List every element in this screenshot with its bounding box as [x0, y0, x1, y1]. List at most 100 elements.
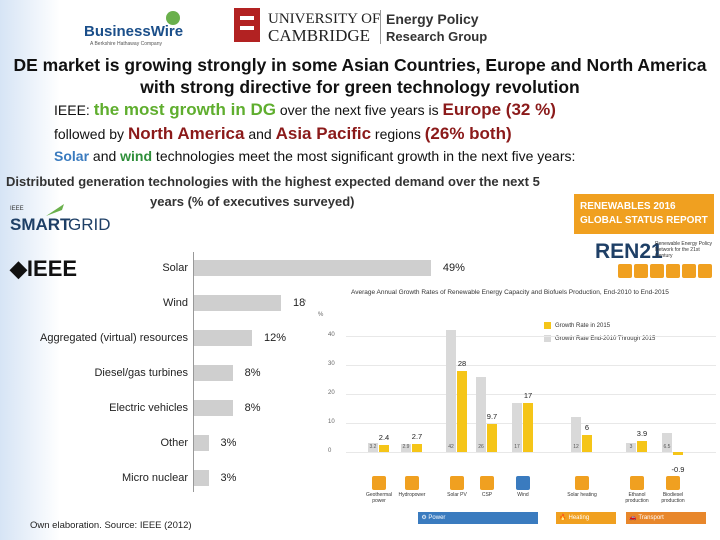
bar-gray: [368, 442, 378, 452]
bar-gray: [512, 402, 522, 452]
bar-value-label: 28: [457, 358, 467, 368]
line1-p1: IEEE:: [54, 102, 94, 118]
group-power: ⚙ Power: [418, 512, 538, 524]
category-label: Solar PV: [447, 492, 467, 498]
bar-label: Solar: [162, 262, 188, 274]
dg-chart-source: Own elaboration. Source: IEEE (2012): [30, 520, 192, 531]
bar-base-label: 3: [629, 444, 633, 450]
y-tick-label: 10: [328, 419, 335, 425]
bar-yellow: [457, 370, 467, 452]
business-wire-logo: BusinessWire A Berkshire Hathaway Compan…: [78, 8, 198, 48]
bar-base-label: 17: [514, 444, 520, 450]
category-label: Ethanol production: [625, 492, 649, 504]
leaf-icon: [666, 264, 680, 278]
sun-icon: [618, 264, 632, 278]
bar: [194, 435, 209, 451]
category-icon: [575, 476, 589, 490]
bar-yellow: [379, 445, 389, 452]
line2-p1: followed by: [54, 126, 128, 142]
bar-base-label: 42: [448, 444, 454, 450]
bar: [194, 260, 431, 276]
line2-highlight-both: (26% both): [424, 124, 512, 143]
group-transport: 🚗 Transport: [626, 512, 706, 524]
ieee-logo: ◆IEEE: [10, 256, 78, 281]
bar-base-label: 2.9: [402, 444, 410, 450]
bar-gray: [571, 417, 581, 452]
bar-value-label: 17: [523, 390, 533, 400]
category-icon: [516, 476, 530, 490]
bar-value-label: 8%: [244, 402, 261, 414]
grid-line: [346, 336, 716, 337]
ieee-smartgrid-logo: IEEE SMART GRID: [6, 200, 136, 236]
left-gradient-band: [0, 0, 60, 540]
line1-p2: over the next five years is: [275, 102, 443, 118]
dg-chart-heading-line1: Distributed generation technologies with…: [6, 174, 540, 189]
bar-yellow: [637, 440, 647, 452]
svg-text:IEEE: IEEE: [10, 206, 24, 212]
category-label: Wind: [517, 492, 529, 498]
bullet-line-3: Solar and wind technologies meet the mos…: [54, 148, 575, 164]
bar-yellow: [412, 444, 422, 452]
y-tick-label: 40: [328, 332, 335, 338]
bar-value-label: 3%: [220, 472, 237, 484]
cambridge-line2: CAMBRIDGE: [268, 26, 370, 45]
bar-value-label: 9.7: [486, 411, 498, 421]
bar-label: Micro nuclear: [121, 472, 188, 484]
fire-icon: [682, 264, 696, 278]
dg-bar-chart: Solar 49% Wind 18% Aggregated (virtual) reso…: [0, 250, 500, 495]
gsr-line2: GLOBAL STATUS REPORT: [580, 215, 708, 226]
category-label: Solar heating: [567, 492, 597, 498]
business-wire-tag: A Berkshire Hathaway Company: [90, 41, 162, 47]
line1-highlight-europe: Europe (32 %): [442, 100, 556, 119]
bar: [194, 295, 281, 311]
bar-value-label: 2.7: [411, 432, 423, 442]
line3-wind: wind: [120, 148, 153, 164]
slide-title: DE market is growing strongly in some As…: [13, 55, 707, 97]
epr-line2: Research Group: [386, 29, 487, 44]
category-label: Biodiesel production: [661, 492, 685, 504]
bar-yellow: [582, 434, 592, 452]
bar-label: Other: [160, 437, 188, 449]
globe-icon: [166, 11, 180, 25]
bar: [194, 365, 233, 381]
growth-chart-title: Average Annual Growth Rates of Renewable…: [351, 289, 669, 296]
grid-line: [346, 365, 716, 366]
legend-swatch-yellow: [544, 322, 551, 329]
legend-item-2010-2015: Growth Rate End-2010 Through 2015: [544, 335, 655, 342]
category-label: CSP: [481, 492, 493, 498]
crest-icon: [234, 8, 260, 42]
bar-value-label: 8%: [244, 367, 261, 379]
line2-highlight-na: North America: [127, 124, 245, 143]
bar-gray: [476, 376, 486, 452]
grid-line: [346, 452, 716, 453]
gsr-cover-banner: RENEWABLES 2016 GLOBAL STATUS REPORT: [574, 194, 714, 234]
dg-chart-heading: Distributed generation technologies with…: [0, 170, 540, 212]
bar-base-label: 3.2: [369, 444, 377, 450]
group-heating: 🔥 Heating: [556, 512, 616, 524]
bar-value-label: 6: [584, 422, 590, 432]
y-tick-label: 20: [328, 390, 335, 396]
category-icon: [372, 476, 386, 490]
business-wire-text: BusinessWire: [84, 23, 183, 40]
line3-p2: technologies meet the most significant g…: [152, 148, 576, 164]
line3-p1: and: [89, 148, 121, 164]
bar-gray: [662, 433, 672, 452]
category-icon: [480, 476, 494, 490]
bullet-line-2: followed by North America and Asia Pacif…: [54, 124, 512, 144]
grid-line: [346, 394, 716, 395]
gsr-line1: RENEWABLES 2016: [580, 201, 676, 212]
dg-chart-axis: [193, 252, 194, 492]
bar-yellow: [523, 402, 533, 452]
category-icon: [630, 476, 644, 490]
bar-gray: [446, 330, 456, 452]
bar-label: Aggregated (virtual) resources: [40, 332, 188, 344]
category-icon: [666, 476, 680, 490]
growth-chart-unit: %: [318, 312, 324, 318]
y-tick-label: 30: [328, 361, 335, 367]
svg-text:GRID: GRID: [68, 215, 111, 234]
water-icon: [634, 264, 648, 278]
bullet-line-1: IEEE: the most growth in DG over the nex…: [54, 100, 556, 120]
bar-value-label: 3%: [220, 437, 237, 449]
epr-line1: Energy Policy: [386, 11, 479, 27]
legend-swatch-gray: [544, 335, 551, 342]
